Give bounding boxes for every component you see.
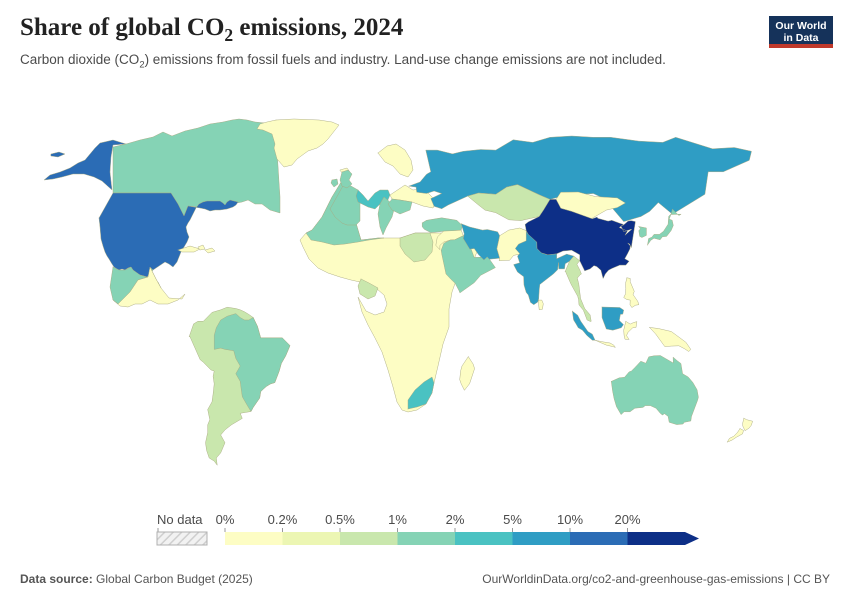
svg-text:1%: 1% — [388, 512, 407, 527]
svg-text:0.2%: 0.2% — [268, 512, 298, 527]
svg-text:10%: 10% — [557, 512, 583, 527]
svg-text:0%: 0% — [216, 512, 235, 527]
svg-text:0.5%: 0.5% — [325, 512, 355, 527]
svg-text:No data: No data — [157, 512, 203, 527]
svg-text:2%: 2% — [446, 512, 465, 527]
svg-text:5%: 5% — [503, 512, 522, 527]
svg-text:20%: 20% — [614, 512, 640, 527]
